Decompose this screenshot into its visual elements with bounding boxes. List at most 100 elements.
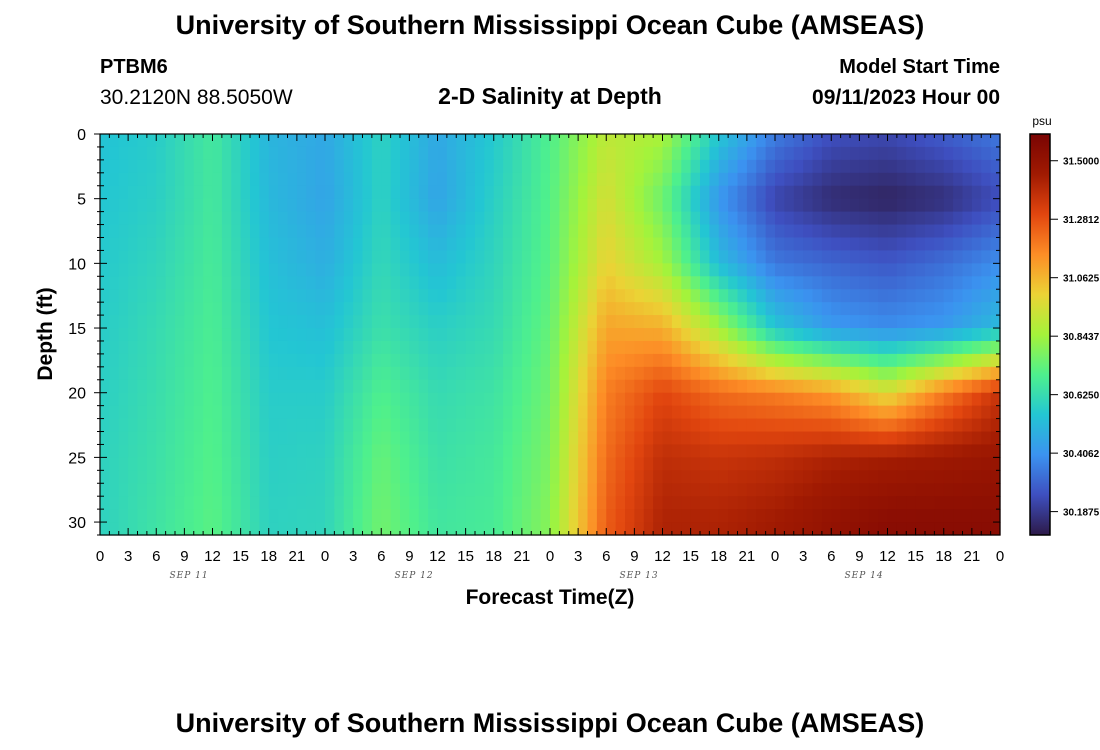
heatmap-cell [878,224,889,239]
heatmap-cell [840,146,851,161]
heatmap-cell [643,263,654,277]
heatmap-cell [118,522,129,536]
heatmap-cell [259,392,270,407]
heatmap-cell [718,340,729,355]
heatmap-cell [728,289,739,303]
heatmap-cell [765,289,776,303]
heatmap-cell [671,263,682,277]
heatmap-cell [287,483,298,497]
heatmap-cell [437,366,448,381]
heatmap-cell [868,522,879,536]
heatmap-cell [550,340,560,355]
heatmap-cell [850,353,860,368]
heatmap-cell [437,250,448,264]
heatmap-cell [315,146,326,161]
heatmap-cell [503,250,514,264]
heatmap-cell [240,405,251,420]
heatmap-cell [362,470,373,484]
heatmap-cell [315,328,326,342]
heatmap-cell [662,172,673,187]
heatmap-cell [240,340,251,355]
heatmap-cell [981,250,992,264]
heatmap-cell [409,263,420,277]
heatmap-cell [231,496,242,510]
heatmap-cell [981,315,992,329]
heatmap-cell [193,328,204,342]
heatmap-cell [540,483,551,497]
heatmap-cell [250,134,260,148]
heatmap-cell [212,276,223,290]
heatmap-cell [981,302,992,316]
heatmap-cell [484,198,495,213]
heatmap-cell [128,509,139,523]
heatmap-cell [240,302,251,316]
heatmap-cell [896,302,907,316]
heatmap-cell [100,457,110,471]
heatmap-cell [756,328,767,342]
heatmap-cell [784,289,795,303]
heatmap-cell [775,509,785,523]
heatmap-cell [484,366,495,381]
heatmap-cell [878,457,889,471]
heatmap-cell [231,353,242,368]
heatmap-cell [859,302,870,316]
heatmap-cell [625,159,635,174]
heatmap-cell [268,134,279,148]
heatmap-cell [371,250,382,264]
heatmap-cell [709,211,720,226]
x-tick-label: 21 [289,548,306,565]
heatmap-cell [268,276,279,290]
heatmap-cell [868,431,879,446]
heatmap-cell [737,522,748,536]
heatmap-cell [268,185,279,200]
heatmap-cell [221,418,232,433]
heatmap-cell [325,302,335,316]
heatmap-cell [634,302,645,316]
heatmap-cell [400,405,410,420]
heatmap-cell [756,353,767,368]
heatmap-cell [896,366,907,381]
heatmap-cell [662,418,673,433]
heatmap-cell [521,483,532,497]
heatmap-cell [512,366,523,381]
heatmap-cell [887,366,898,381]
heatmap-cell [681,250,692,264]
heatmap-cell [240,366,251,381]
heatmap-cell [653,444,664,458]
x-tick-label: 21 [964,548,981,565]
heatmap-cell [746,366,757,381]
heatmap-cell [353,134,364,148]
heatmap-cell [709,185,720,200]
heatmap-cell [456,366,467,381]
heatmap-cell [418,340,429,355]
heatmap-cell [390,263,401,277]
heatmap-cell [381,237,392,252]
heatmap-cell [446,405,457,420]
heatmap-cell [156,353,167,368]
heatmap-cell [550,315,560,329]
heatmap-cell [559,457,570,471]
heatmap-cell [606,289,617,303]
heatmap-cell [587,509,598,523]
heatmap-cell [896,379,907,394]
heatmap-cell [240,172,251,187]
heatmap-cell [896,522,907,536]
heatmap-cell [578,444,589,458]
heatmap-cell [146,457,157,471]
heatmap-cell [700,185,710,200]
heatmap-cell [428,237,439,252]
heatmap-cell [878,340,889,355]
heatmap-cell [100,392,110,407]
heatmap-cell [578,302,589,316]
heatmap-cell [156,392,167,407]
heatmap-cell [390,224,401,239]
heatmap-cell [343,483,354,497]
heatmap-cell [456,289,467,303]
heatmap-cell [906,172,917,187]
heatmap-cell [746,198,757,213]
heatmap-cell [128,159,139,174]
heatmap-cell [334,340,345,355]
heatmap-cell [803,328,814,342]
heatmap-cell [812,237,823,252]
heatmap-cell [484,444,495,458]
